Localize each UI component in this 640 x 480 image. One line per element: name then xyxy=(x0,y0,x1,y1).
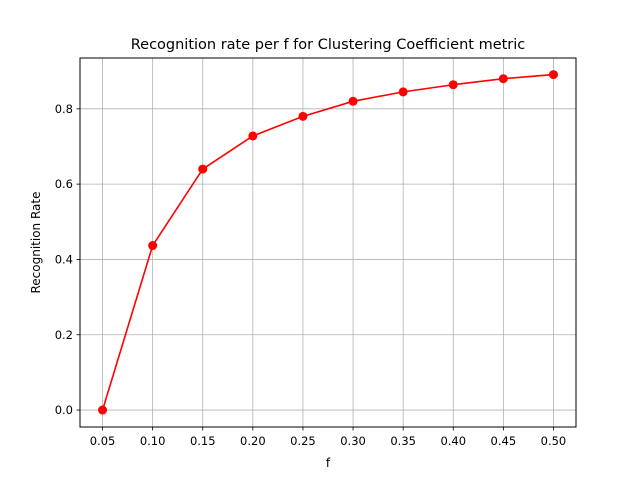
plot-frame xyxy=(79,57,577,428)
data-point xyxy=(348,96,358,106)
data-point xyxy=(298,111,308,121)
x-tick-label: 0.15 xyxy=(190,434,216,448)
data-point xyxy=(498,74,508,84)
x-tick-label: 0.40 xyxy=(440,434,466,448)
y-tick-label: 0.2 xyxy=(55,328,73,342)
y-tick-label: 0.0 xyxy=(55,403,73,417)
data-point xyxy=(548,70,558,80)
axis-ticks: 0.05 0.10 0.15 0.20 0.25 0.30 0.35 0.40 0.45 0.50… xyxy=(55,102,567,448)
x-tick-label: 0.10 xyxy=(140,434,166,448)
y-axis-label: Recognition Rate xyxy=(29,192,43,294)
data-point xyxy=(398,87,408,97)
y-tick-label: 0.6 xyxy=(55,177,73,191)
series-layer xyxy=(98,70,558,415)
data-point xyxy=(148,241,158,251)
x-tick-label: 0.05 xyxy=(90,434,116,448)
series-line xyxy=(101,73,554,411)
data-point xyxy=(198,164,208,174)
y-tick-label: 0.8 xyxy=(55,102,73,116)
data-point xyxy=(248,131,258,141)
data-point xyxy=(448,80,458,90)
chart-title: Recognition rate per f for Clustering Co… xyxy=(131,37,526,53)
data-point xyxy=(98,405,108,415)
x-tick-label: 0.25 xyxy=(290,434,316,448)
x-tick-label: 0.45 xyxy=(491,434,517,448)
x-tick-label: 0.35 xyxy=(390,434,416,448)
x-tick-label: 0.30 xyxy=(340,434,366,448)
x-tick-label: 0.20 xyxy=(240,434,266,448)
x-tick-label: 0.50 xyxy=(541,434,567,448)
y-tick-label: 0.4 xyxy=(55,252,73,266)
x-axis-label: f xyxy=(326,456,331,470)
grid-lines xyxy=(80,58,576,427)
